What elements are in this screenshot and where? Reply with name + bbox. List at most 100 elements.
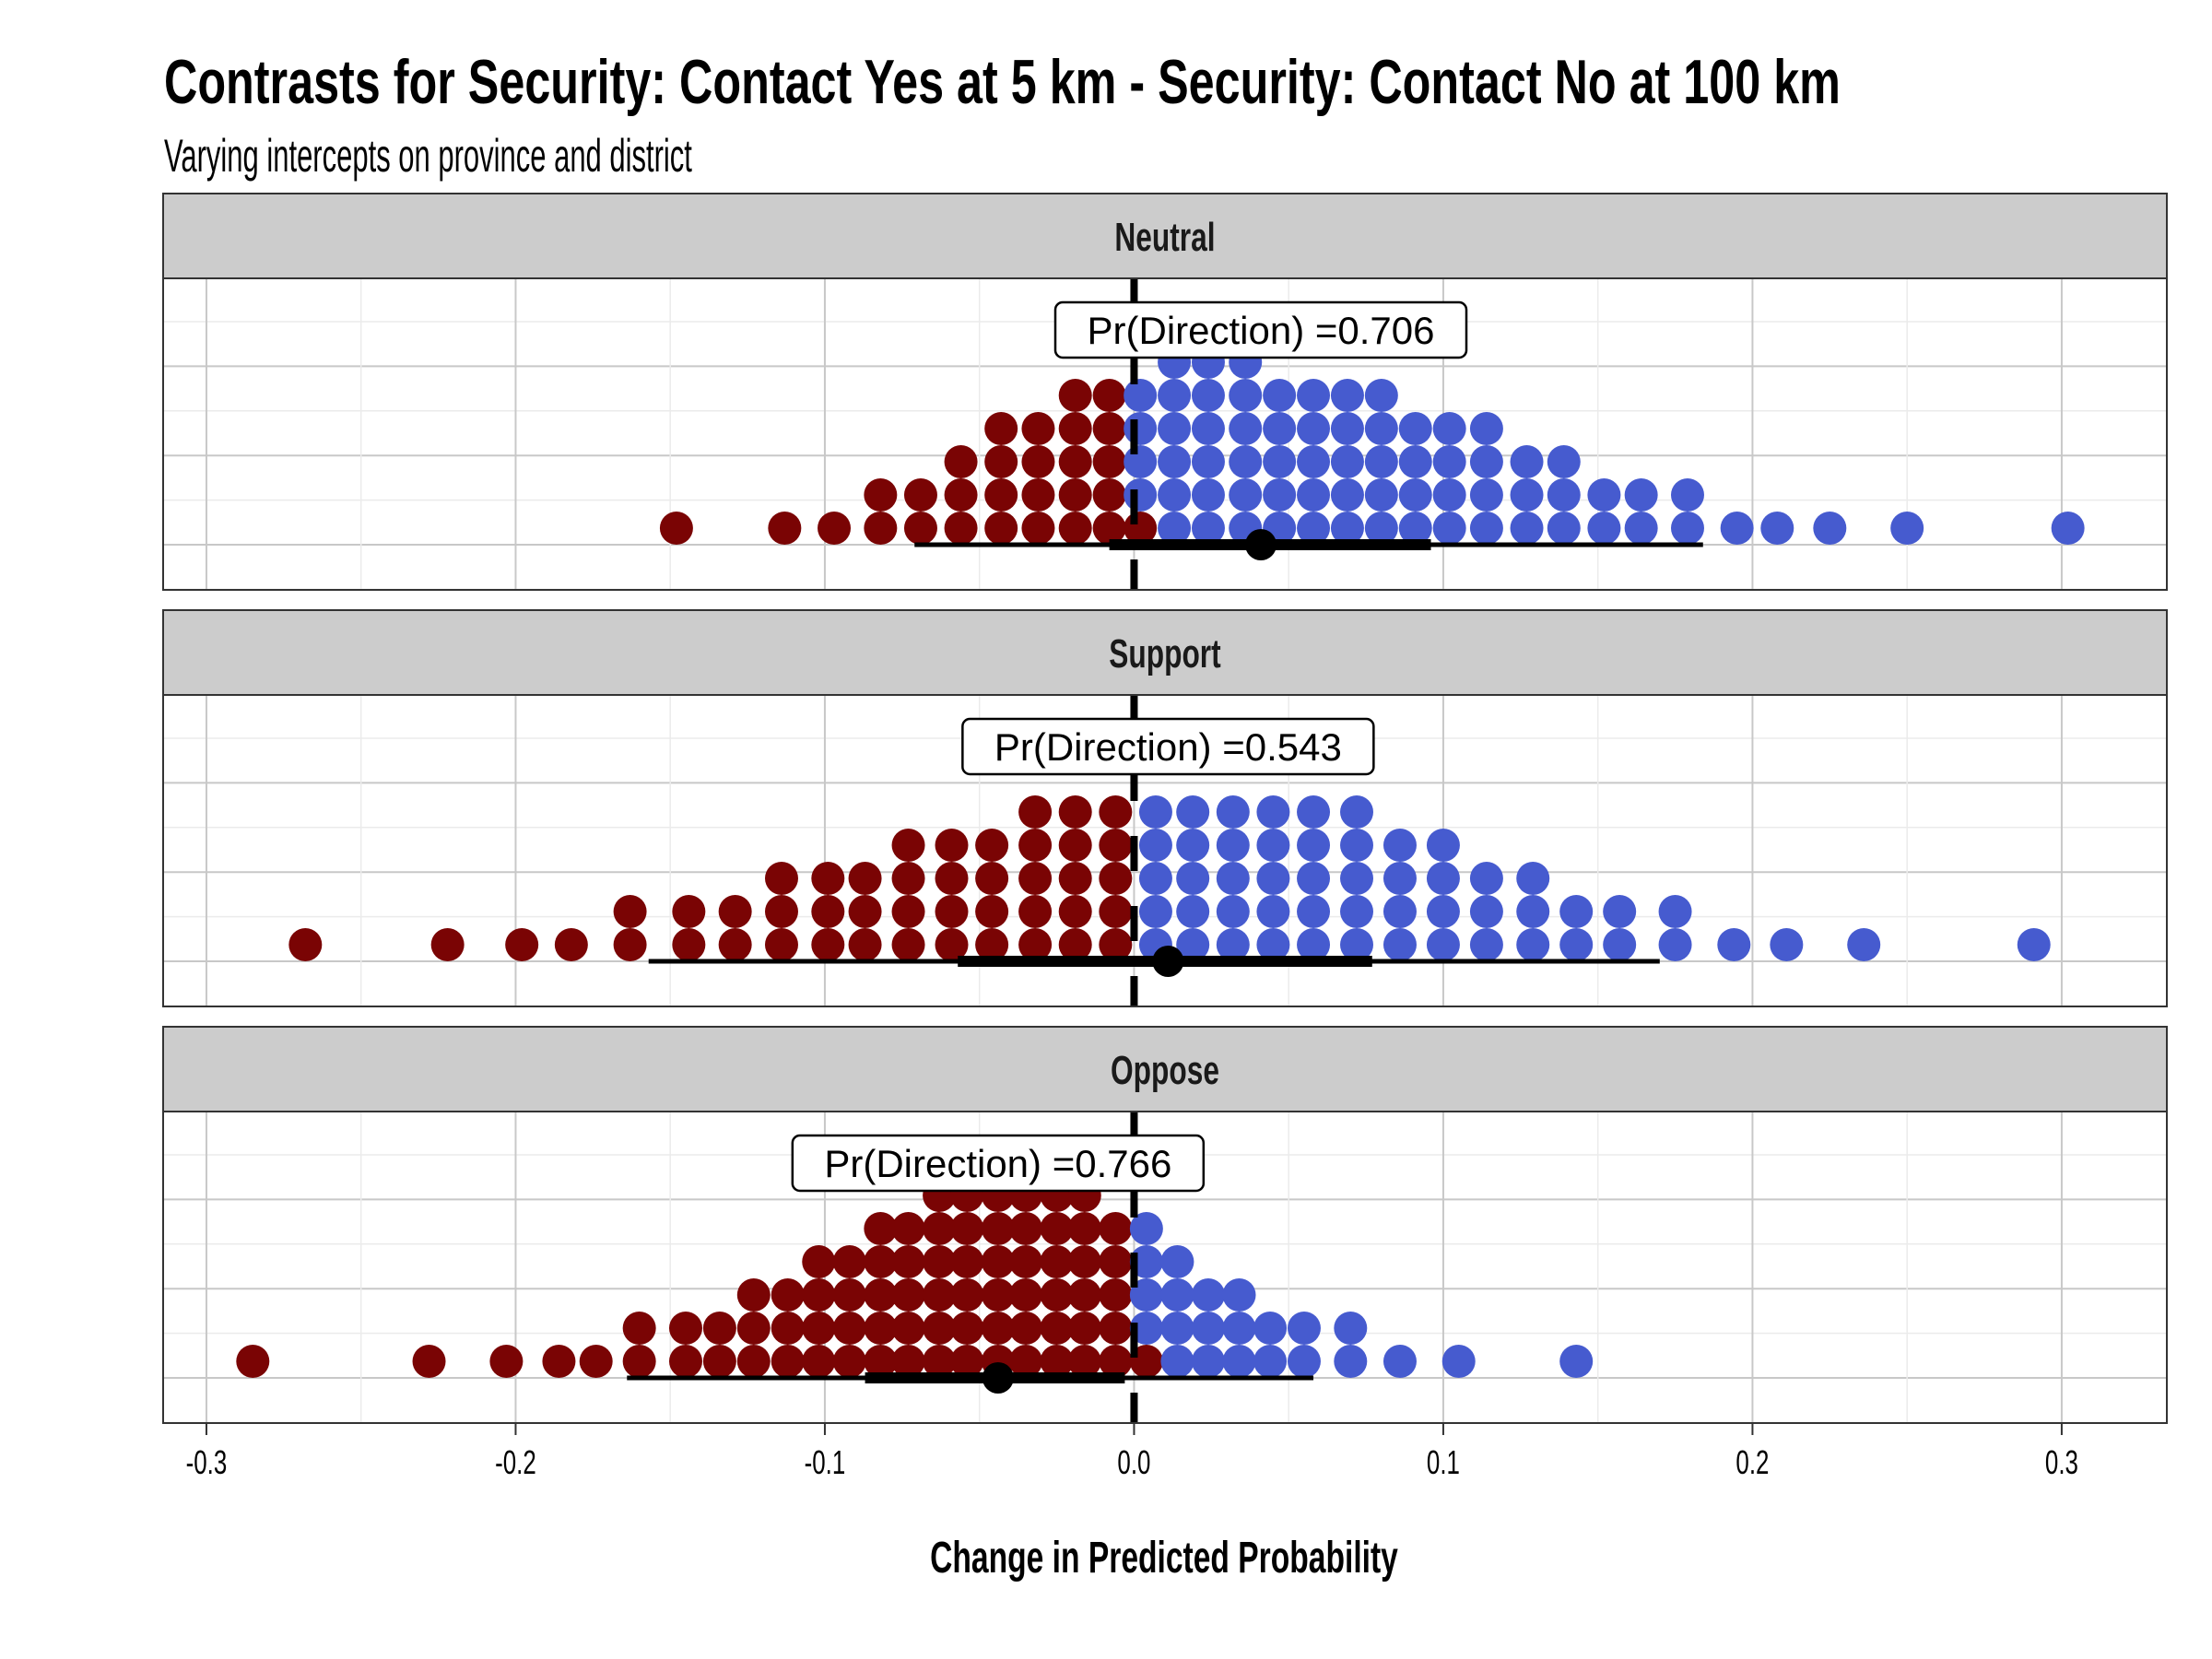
negative-dot — [975, 895, 1009, 928]
positive-dot — [1158, 478, 1192, 512]
positive-dot — [1469, 862, 1503, 895]
positive-dot — [1364, 512, 1398, 545]
pd-label-text: Pr(Direction) =0.706 — [1088, 309, 1435, 352]
x-tick-label: 0.2 — [1735, 1444, 1769, 1481]
positive-dot — [1426, 928, 1460, 961]
positive-dot — [1216, 829, 1250, 862]
negative-dot — [944, 512, 978, 545]
positive-dot — [1469, 445, 1503, 478]
x-tick-label: 0.3 — [2045, 1444, 2078, 1481]
negative-dot — [802, 1278, 836, 1312]
negative-dot — [981, 1278, 1015, 1312]
negative-dot — [1058, 895, 1092, 928]
positive-dot — [1158, 512, 1192, 545]
negative-dot — [950, 1312, 984, 1345]
positive-dot — [1364, 412, 1398, 445]
positive-dot — [1670, 478, 1704, 512]
negative-dot — [1099, 829, 1133, 862]
positive-dot — [1469, 895, 1503, 928]
positive-dot — [1469, 928, 1503, 961]
negative-dot — [1040, 1312, 1074, 1345]
positive-dot — [1382, 928, 1417, 961]
positive-dot — [1547, 445, 1581, 478]
positive-dot — [1160, 1312, 1194, 1345]
facet-strip — [162, 609, 2168, 696]
positive-dot — [1432, 512, 1466, 545]
negative-dot — [984, 512, 1018, 545]
positive-dot — [1670, 512, 1704, 545]
positive-dot — [1432, 478, 1466, 512]
positive-dot — [1847, 928, 1881, 961]
negative-dot — [1009, 1278, 1043, 1312]
positive-dot — [1547, 512, 1581, 545]
positive-dot — [1624, 512, 1658, 545]
negative-dot — [802, 1345, 836, 1378]
positive-dot — [1297, 862, 1331, 895]
negative-dot — [832, 1245, 866, 1278]
positive-dot — [1191, 412, 1225, 445]
negative-dot — [891, 895, 925, 928]
positive-dot — [1813, 512, 1847, 545]
negative-dot — [1092, 478, 1126, 512]
negative-dot — [622, 1345, 656, 1378]
positive-dot — [1160, 1345, 1194, 1378]
negative-dot — [1099, 928, 1133, 961]
positive-dot — [1253, 1312, 1288, 1345]
negative-dot — [935, 928, 969, 961]
negative-dot — [1058, 379, 1092, 412]
negative-dot — [984, 478, 1018, 512]
positive-dot — [1297, 829, 1331, 862]
negative-dot — [864, 1245, 898, 1278]
positive-dot — [1426, 895, 1460, 928]
facet-panel-support: Support Pr(Direction) =0.543 — [162, 609, 2168, 1007]
facet-strip — [162, 193, 2168, 279]
positive-dot — [1658, 928, 1692, 961]
negative-dot — [1040, 1278, 1074, 1312]
negative-dot — [554, 928, 588, 961]
negative-dot — [736, 1345, 771, 1378]
negative-dot — [923, 1345, 957, 1378]
positive-dot — [1340, 829, 1374, 862]
x-tick-label: -0.2 — [495, 1444, 536, 1481]
positive-dot — [1176, 928, 1210, 961]
positive-dot — [1229, 445, 1263, 478]
pd-label-text: Pr(Direction) =0.543 — [994, 725, 1342, 769]
positive-dot — [1469, 478, 1503, 512]
positive-dot — [1587, 512, 1621, 545]
positive-dot — [1510, 478, 1544, 512]
negative-dot — [1021, 478, 1055, 512]
negative-dot — [622, 1312, 656, 1345]
facet-strip-label: Oppose — [1111, 1048, 1219, 1093]
positive-dot — [1398, 478, 1432, 512]
positive-dot — [1222, 1312, 1256, 1345]
pd-label-text: Pr(Direction) =0.766 — [824, 1142, 1171, 1185]
negative-dot — [768, 512, 802, 545]
positive-dot — [1398, 445, 1432, 478]
positive-dot — [1340, 862, 1374, 895]
positive-dot — [1559, 895, 1594, 928]
positive-dot — [1124, 445, 1158, 478]
negative-dot — [1092, 445, 1126, 478]
median-point — [982, 1362, 1014, 1394]
chart-title: Contrasts for Security: Contact Yes at 5… — [164, 47, 1841, 117]
positive-dot — [1216, 895, 1250, 928]
positive-dot — [1216, 928, 1250, 961]
positive-dot — [1890, 512, 1924, 545]
positive-dot — [1382, 829, 1417, 862]
positive-dot — [1229, 478, 1263, 512]
negative-dot — [1021, 445, 1055, 478]
negative-dot — [891, 1212, 925, 1245]
negative-dot — [1021, 512, 1055, 545]
negative-dot — [891, 1278, 925, 1312]
positive-dot — [1158, 412, 1192, 445]
negative-dot — [1099, 862, 1133, 895]
negative-dot — [771, 1312, 805, 1345]
negative-dot — [1067, 1245, 1101, 1278]
positive-dot — [1129, 1312, 1163, 1345]
negative-dot — [1040, 1245, 1074, 1278]
negative-dot — [864, 512, 898, 545]
negative-dot — [891, 1345, 925, 1378]
negative-dot — [935, 829, 969, 862]
facet-strip-label: Neutral — [1114, 215, 1215, 260]
